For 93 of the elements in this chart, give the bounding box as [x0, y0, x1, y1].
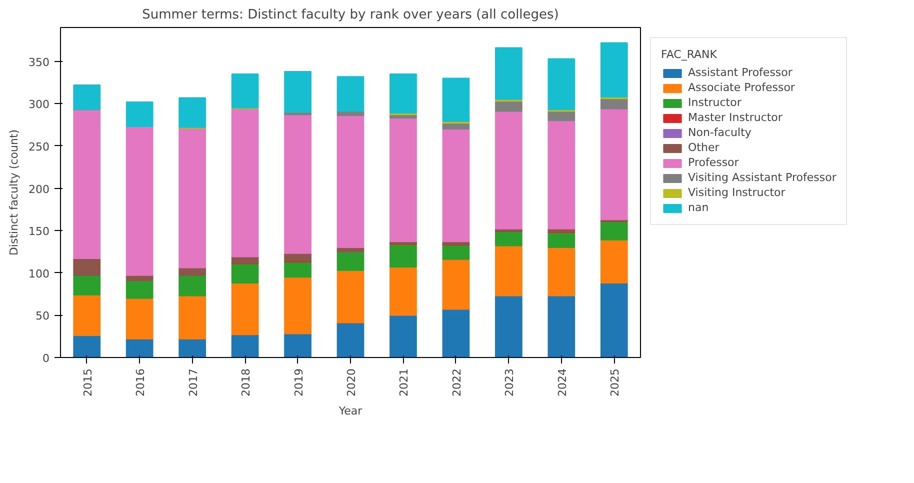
y-tick-label: 250: [28, 140, 50, 154]
bar: [336, 115, 364, 248]
bar: [548, 58, 576, 110]
bar: [126, 338, 154, 358]
bar: [495, 230, 522, 246]
legend-label: nan: [688, 201, 709, 214]
bar: [390, 244, 417, 268]
x-tick-label: 2024: [556, 368, 569, 396]
bar: [390, 266, 417, 316]
bar: [600, 220, 628, 240]
bar: [442, 128, 470, 242]
bar: [284, 261, 312, 278]
legend-label: Non-faculty: [688, 126, 752, 139]
legend-label: Visiting Instructor: [688, 186, 786, 199]
bar: [442, 258, 470, 310]
bar: [284, 252, 312, 262]
bar: [178, 267, 206, 276]
bar: [442, 244, 470, 260]
y-tick-label: 100: [28, 267, 50, 280]
bar: [231, 108, 259, 258]
bar: [336, 76, 364, 112]
bar: [336, 251, 364, 271]
bar: [390, 74, 417, 114]
bar: [284, 71, 312, 113]
legend-title: FAC_RANK: [661, 48, 718, 61]
bar: [284, 276, 312, 334]
bar: [548, 120, 576, 230]
bar: [336, 270, 364, 324]
bar: [126, 126, 154, 276]
y-tick-label: 300: [28, 98, 50, 112]
bar: [336, 322, 364, 358]
bar: [600, 108, 628, 220]
x-tick-label: 2015: [81, 368, 94, 396]
y-tick-label: 350: [28, 56, 50, 69]
x-tick-label: 2025: [608, 368, 622, 396]
bar: [600, 98, 628, 110]
y-tick-label: 50: [36, 310, 50, 323]
legend-label: Master Instructor: [688, 111, 782, 124]
bar: [600, 239, 628, 284]
bar: [73, 294, 101, 336]
bar: [126, 298, 154, 340]
bar: [178, 128, 206, 268]
bar: [548, 232, 576, 248]
x-tick-label: 2019: [292, 368, 306, 396]
bar: [442, 78, 470, 122]
y-tick-label: 0: [42, 352, 50, 365]
legend-label: Other: [688, 141, 720, 154]
y-tick-label: 200: [28, 182, 50, 196]
bar: [495, 295, 522, 358]
bar: [495, 245, 522, 296]
bar: [73, 335, 101, 358]
bar: [73, 274, 101, 296]
bar: [231, 263, 259, 284]
bar: [548, 247, 576, 296]
bar: [178, 97, 206, 128]
bar: [442, 308, 470, 358]
legend-label: Visiting Assistant Professor: [688, 171, 836, 184]
bar: [126, 280, 154, 299]
bar: [390, 314, 417, 358]
bar: [73, 258, 101, 276]
bar: [73, 84, 101, 110]
bar: [495, 100, 522, 112]
bar: [495, 47, 522, 100]
bar: [126, 101, 154, 127]
legend-label: Instructor: [688, 96, 742, 109]
bar: [178, 295, 206, 340]
x-tick-label: 2022: [450, 368, 464, 396]
y-axis-title: Distinct faculty (count): [8, 129, 21, 256]
bar: [600, 282, 628, 358]
x-axis-title: Year: [338, 404, 363, 418]
x-tick-label: 2021: [398, 368, 411, 396]
x-tick-label: 2023: [503, 368, 516, 396]
chart-title: Summer terms: Distinct faculty by rank over years (all colleges): [142, 8, 559, 22]
legend-label: Professor: [688, 156, 739, 169]
bar: [178, 274, 206, 296]
y-tick-label: 150: [28, 225, 50, 238]
bar: [284, 114, 312, 254]
bar: [284, 333, 312, 358]
bar: [231, 282, 259, 336]
x-tick-label: 2020: [345, 368, 358, 396]
legend-label: Associate Professor: [688, 81, 795, 94]
x-tick-label: 2018: [240, 368, 253, 396]
bar: [231, 334, 259, 358]
bar: [548, 295, 576, 358]
bar: [600, 42, 628, 98]
bar: [231, 74, 259, 108]
bar: [390, 118, 417, 242]
bar: [73, 109, 101, 259]
bar: [178, 338, 206, 358]
x-tick-label: 2016: [134, 368, 148, 396]
legend-label: Assistant Professor: [688, 66, 792, 79]
bar: [495, 110, 522, 230]
x-tick-label: 2017: [186, 368, 200, 396]
